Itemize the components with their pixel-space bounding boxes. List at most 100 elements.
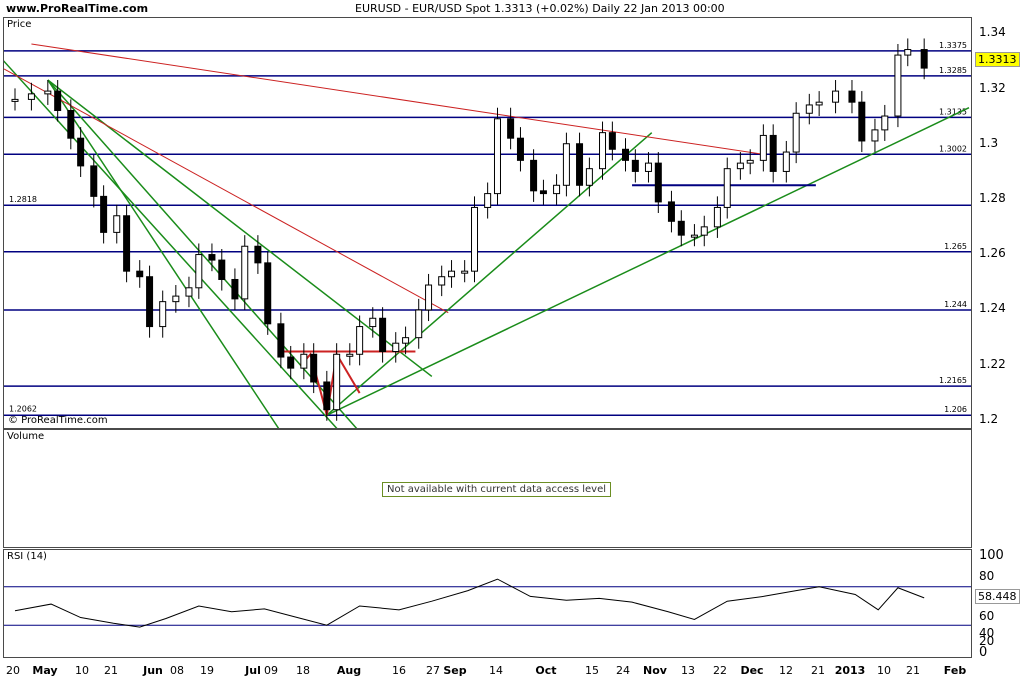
- price-tick: 1.34: [979, 25, 1006, 39]
- time-axis-label: 13: [681, 664, 695, 677]
- time-axis-label: Aug: [336, 664, 362, 677]
- time-axis-label: 08: [170, 664, 184, 677]
- rsi-panel[interactable]: RSI (14): [3, 549, 972, 658]
- time-axis-label: 24: [616, 664, 630, 677]
- candle-body: [507, 118, 515, 139]
- candle-body: [333, 353, 341, 411]
- level-label: 1.2818: [9, 195, 37, 204]
- time-axis-label: 2013: [834, 664, 866, 677]
- candle-body: [920, 49, 928, 69]
- rsi-tick: 60: [979, 609, 995, 623]
- candle-body: [159, 301, 167, 328]
- downtrend-line: [31, 43, 767, 156]
- site-name[interactable]: www.ProRealTime.com: [6, 2, 149, 15]
- candle-body: [700, 226, 708, 236]
- time-axis-label: 14: [489, 664, 503, 677]
- level-label: 1.206: [944, 405, 967, 414]
- candle-body: [27, 93, 35, 100]
- time-axis-label: May: [32, 664, 58, 677]
- candle-body: [172, 295, 180, 303]
- candle-body: [759, 134, 767, 161]
- candle-body: [310, 353, 318, 383]
- time-axis-label: 21: [104, 664, 118, 677]
- candle-body: [769, 134, 777, 172]
- candle-body: [346, 353, 354, 357]
- fan-trend-line: [47, 79, 358, 428]
- time-axis-label: Feb: [943, 664, 967, 677]
- level-label: 1.3285: [939, 66, 967, 75]
- time-axis-label: 18: [296, 664, 310, 677]
- price-tick: 1.28: [979, 191, 1006, 205]
- candle-body: [608, 132, 616, 150]
- level-label: 1.265: [944, 242, 967, 251]
- data-access-notice: Not available with current data access l…: [382, 482, 612, 497]
- candle-body: [484, 193, 492, 208]
- time-axis-label: 09: [264, 664, 278, 677]
- fan-trend-line: [47, 79, 280, 428]
- volume-panel-title: Volume: [7, 431, 45, 442]
- time-axis-label: 21: [906, 664, 920, 677]
- uptrend-line: [326, 132, 653, 416]
- rsi-tick: 20: [979, 634, 995, 648]
- level-label: 1.3002: [939, 144, 967, 153]
- level-label: 1.3135: [939, 107, 967, 116]
- time-axis-label: Jun: [143, 664, 163, 677]
- candle-body: [287, 356, 295, 369]
- copyright-label: © ProRealTime.com: [8, 415, 108, 426]
- candle-body: [576, 143, 584, 186]
- candle-body: [415, 309, 423, 339]
- price-chart[interactable]: 1.3375 1.3285 1.3135 1.3002 1.2818 1.265 1.244…: [4, 18, 971, 428]
- candle-body: [792, 112, 800, 153]
- price-tick: 1.32: [979, 81, 1006, 95]
- rsi-tick: 100: [979, 548, 1004, 563]
- candle-body: [677, 220, 685, 236]
- candle-body: [218, 259, 226, 280]
- rsi-chart[interactable]: [4, 550, 971, 657]
- fan-trend-line: [47, 79, 433, 378]
- candle-body: [599, 132, 607, 170]
- level-label: 1.2062: [9, 405, 37, 414]
- candle-body: [746, 159, 754, 164]
- price-tick: 1.2: [979, 412, 999, 426]
- candle-body: [881, 115, 889, 131]
- candle-body: [100, 195, 108, 233]
- time-axis-label: 15: [585, 664, 599, 677]
- time-axis-label: 22: [713, 664, 727, 677]
- candle-body: [379, 317, 387, 353]
- candle-body: [815, 101, 823, 106]
- candle-body: [461, 270, 469, 274]
- time-axis-label: Oct: [535, 664, 557, 677]
- candle-body: [402, 337, 410, 344]
- candle-body: [848, 90, 856, 103]
- candle-body: [264, 262, 272, 325]
- price-panel[interactable]: Price 1.3375 1.3285 1.3135 1.3002 1.2818 1.26…: [3, 17, 972, 429]
- time-axis-label: 21: [811, 664, 825, 677]
- candle-body: [356, 326, 364, 355]
- candle-body: [185, 287, 193, 297]
- candle-body: [654, 162, 662, 203]
- candle-body: [690, 234, 698, 238]
- candle-body: [713, 206, 721, 228]
- candle-body: [300, 353, 308, 369]
- time-axis-label: Jul: [245, 664, 261, 677]
- chart-header: www.ProRealTime.com EURUSD - EUR/USD Spo…: [0, 0, 1024, 18]
- price-tick: 1.3: [979, 136, 999, 150]
- candle-body: [894, 54, 902, 117]
- time-axis-label: 10: [75, 664, 89, 677]
- time-axis-label: 19: [200, 664, 214, 677]
- volume-panel[interactable]: Volume Not available with current data a…: [3, 429, 972, 548]
- candle-body: [231, 278, 239, 300]
- candle-body: [805, 104, 813, 114]
- candle-body: [90, 165, 98, 197]
- candle-body: [667, 201, 675, 222]
- candle-body: [782, 151, 790, 172]
- candle-body: [254, 245, 262, 264]
- candle-body: [208, 254, 216, 261]
- time-axis-label: Dec: [740, 664, 764, 677]
- time-axis-label: Sep: [443, 664, 467, 677]
- candle-body: [438, 276, 446, 286]
- candle-body: [241, 245, 249, 300]
- candle-body: [516, 137, 524, 161]
- candle-body: [277, 323, 285, 358]
- candle-body: [631, 159, 639, 172]
